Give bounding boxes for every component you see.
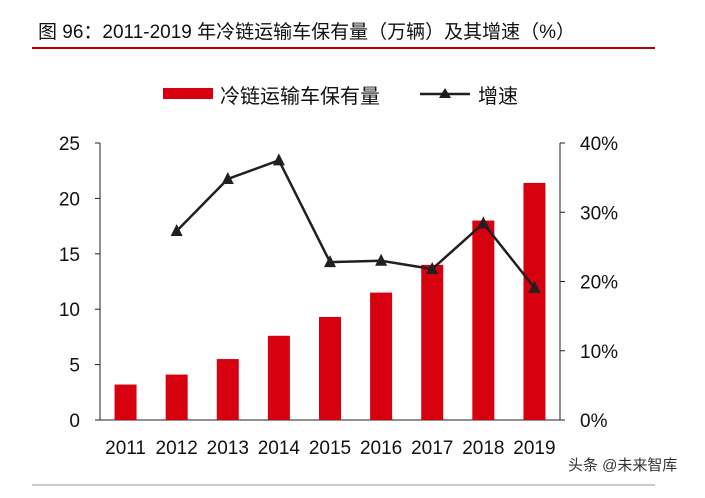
- chart-title: 图 96：2011-2019 年冷链运输车保有量（万辆）及其增速（%）: [38, 21, 575, 43]
- x-tick-label: 2012: [156, 438, 198, 459]
- right-tick-label: 40%: [580, 134, 618, 155]
- left-tick-label: 25: [59, 134, 80, 155]
- x-tick-label: 2014: [258, 438, 301, 459]
- x-tick-label: 2011: [105, 438, 146, 459]
- growth-line: [175, 158, 536, 289]
- right-tick-label: 20%: [580, 273, 618, 294]
- legend: 冷链运输车保有量 增速: [163, 85, 518, 108]
- legend-bar-label: 冷链运输车保有量: [220, 85, 380, 108]
- left-tick-label: 15: [59, 245, 80, 266]
- bar-2011: [114, 384, 137, 420]
- legend-triangle-icon: [439, 88, 451, 98]
- bar-2015: [319, 316, 341, 420]
- legend-bar-swatch: [163, 88, 213, 99]
- bar-2019: [523, 182, 546, 420]
- growth-marker-2017: [426, 262, 439, 275]
- bar-2018: [472, 220, 495, 420]
- growth-marker-2019: [528, 280, 541, 293]
- right-tick-label: 30%: [580, 203, 618, 224]
- left-tick-label: 0: [69, 411, 80, 432]
- x-tick-label: 2016: [360, 438, 402, 459]
- x-tick-label: 2013: [207, 438, 249, 459]
- growth-marker-2016: [375, 253, 388, 266]
- bar-2013: [216, 359, 239, 420]
- growth-marker-2014: [272, 153, 285, 166]
- right-tick-label: 10%: [580, 342, 618, 363]
- watermark: 头条 @未来智库: [568, 456, 677, 474]
- left-tick-label: 10: [59, 300, 80, 321]
- x-tick-label: 2018: [462, 438, 504, 459]
- growth-marker-2015: [324, 255, 336, 268]
- bar-2012: [165, 374, 188, 420]
- bar-2017: [421, 264, 444, 420]
- right-tick-label: 0%: [580, 411, 608, 432]
- x-tick-label: 2017: [411, 438, 453, 459]
- growth-marker-2018: [477, 216, 490, 229]
- bar-2014: [267, 335, 290, 420]
- x-tick-label: 2019: [513, 438, 555, 459]
- bar-2016: [370, 292, 393, 420]
- left-tick-label: 5: [69, 356, 80, 377]
- legend-line-label: 增速: [478, 85, 518, 108]
- x-tick-label: 2015: [309, 438, 351, 459]
- growth-marker-2012: [170, 223, 183, 236]
- growth-marker-2013: [221, 172, 234, 185]
- left-tick-label: 20: [59, 189, 80, 210]
